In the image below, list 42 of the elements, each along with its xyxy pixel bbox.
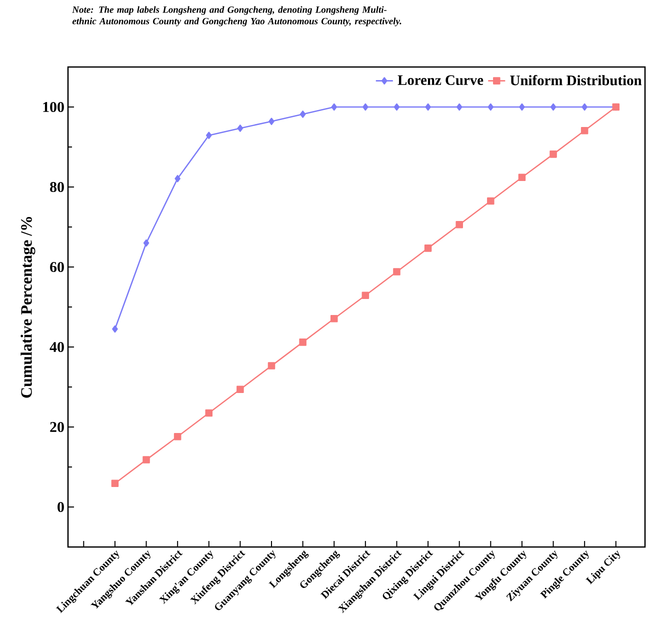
point [456,103,462,111]
point [487,197,494,205]
point [519,103,525,111]
y-tick-label: 60 [50,262,64,272]
text: Note: The map labels Longsheng and Gongcheng, denoting Longsheng Multi-ethnic Autonomous County and Gongcheng Yao Autonomous County, respectively. [72,6,402,26]
y-tick-label: 0 [58,502,64,512]
point [425,103,431,111]
point [111,480,119,488]
y-tick-label: 40 [50,342,64,352]
point [268,118,274,126]
legend-label: Lorenz Curve [398,75,484,86]
point [142,456,150,464]
point [143,239,150,247]
point [268,362,276,370]
y-tick-label: 100 [43,102,64,112]
point [550,103,556,111]
point [331,103,338,111]
point [299,338,306,346]
point [330,314,338,322]
point [300,110,306,118]
point [174,174,180,182]
point [580,126,588,134]
point [393,268,400,276]
point [174,432,182,440]
point [362,103,368,111]
point [550,150,557,158]
point [236,386,244,394]
point [518,174,526,182]
point [456,220,463,228]
point [394,103,400,111]
point [424,244,432,252]
point [237,124,244,132]
point [362,292,370,300]
y-axis-title: Cumulative Percentage /% [20,217,36,398]
point [488,103,494,111]
y-tick-label: 20 [50,422,64,432]
point [206,132,212,140]
point [112,325,118,333]
point [582,103,588,111]
point [205,409,213,417]
y-tick-label: 80 [50,182,64,192]
legend-label: Uniform Distribution [510,74,642,86]
